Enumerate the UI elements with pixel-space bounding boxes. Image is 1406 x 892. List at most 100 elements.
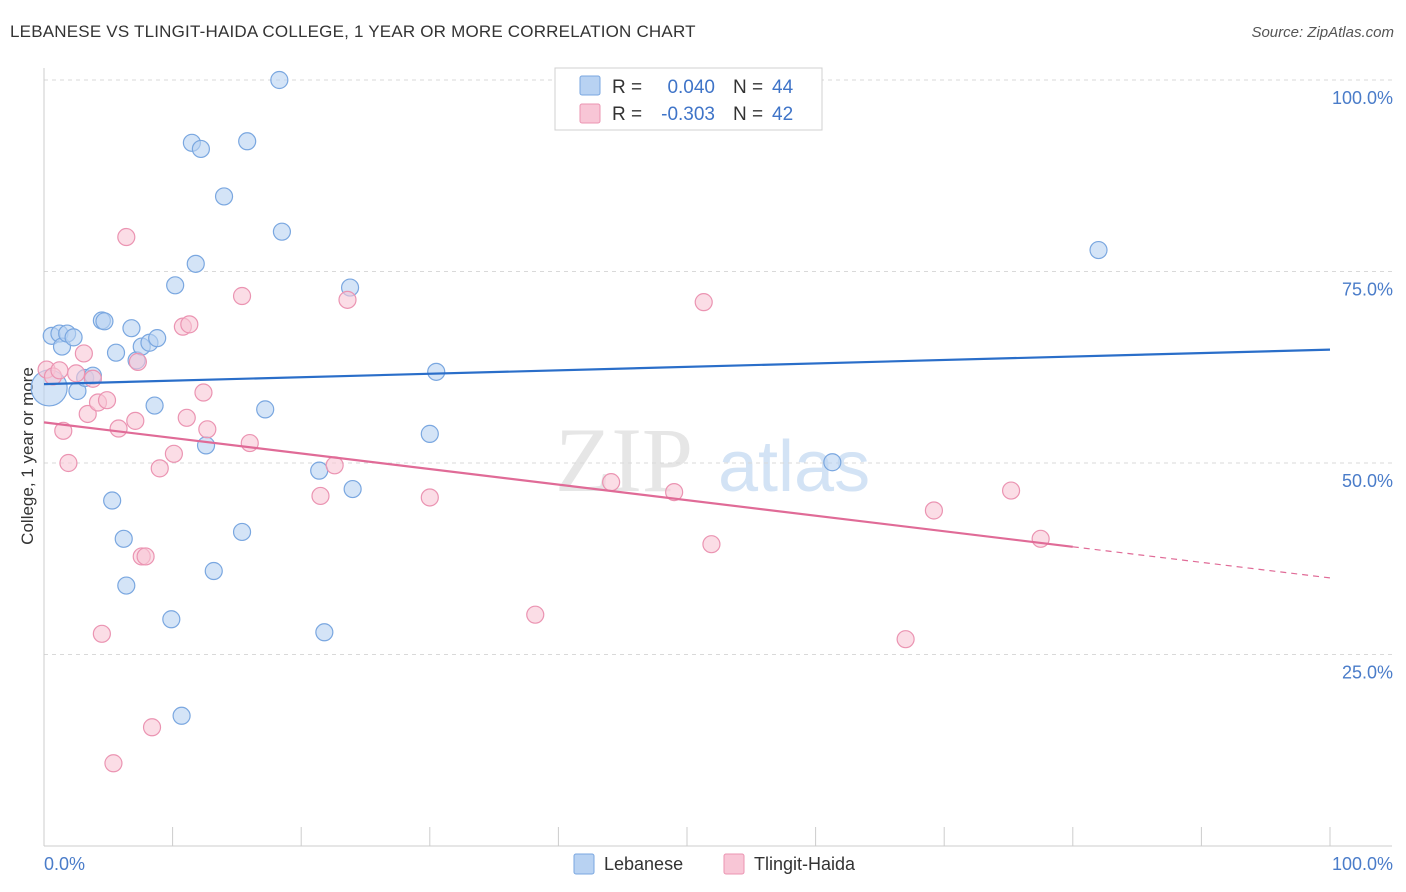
- lebanese-point: [315, 623, 334, 642]
- lebanese-point: [270, 70, 289, 90]
- y-tick-label-25: 25.0%: [1342, 663, 1393, 683]
- lebanese-point: [162, 610, 181, 629]
- tlingit-haida-point: [59, 453, 78, 473]
- legend-swatch-lebanese: [579, 75, 601, 96]
- y-tick-label-50: 50.0%: [1342, 471, 1393, 491]
- tlingit-haida-point: [164, 444, 183, 463]
- legend-r-label-lebanese: R =: [612, 77, 642, 98]
- tlingit-haida-point: [702, 535, 721, 554]
- legend-r-label-tlingit-haida: R =: [612, 104, 642, 125]
- legend-swatch-tlingit-haida: [579, 103, 601, 124]
- trend-lines: [43, 348, 1331, 579]
- lebanese-point: [214, 187, 234, 206]
- legend-n-label-lebanese: N =: [733, 77, 763, 98]
- lebanese-point: [145, 396, 164, 415]
- lebanese-point: [196, 436, 216, 455]
- tlingit-haida-point: [180, 315, 199, 334]
- tlingit-haida-point: [117, 227, 136, 247]
- lebanese-point: [103, 491, 122, 510]
- tlingit-haida-point: [128, 352, 147, 371]
- lebanese-point: [191, 139, 210, 159]
- lebanese-point: [310, 461, 329, 480]
- chart-title: LEBANESE VS TLINGIT-HAIDA COLLEGE, 1 YEA…: [10, 22, 696, 41]
- series-legend-swatch-tlingit-haida: [723, 853, 745, 875]
- lebanese-point: [420, 424, 439, 443]
- lebanese-point: [172, 706, 191, 725]
- tlingit-haida-point: [150, 459, 169, 478]
- tlingit-haida-point: [83, 369, 102, 388]
- lebanese-point: [427, 362, 446, 381]
- tlingit-haida-point: [177, 408, 196, 427]
- lebanese-point: [238, 132, 257, 151]
- lebanese-point: [148, 329, 167, 348]
- lebanese-trend-line: [43, 348, 1331, 386]
- y-tick-label-75: 75.0%: [1342, 280, 1393, 300]
- gridlines: [44, 79, 1392, 655]
- x-axis-ticks: [172, 827, 1331, 846]
- legend-r-value-lebanese: 0.040: [667, 77, 715, 98]
- lebanese-point: [166, 276, 185, 295]
- tlingit-haida-point: [311, 486, 330, 506]
- correlation-legend: R = 0.040 N = 44 R = -0.303 N = 42: [554, 67, 823, 131]
- watermark-atlas: atlas: [718, 427, 870, 507]
- lebanese-point: [204, 561, 223, 581]
- tlingit-haida-point: [526, 605, 545, 624]
- tlingit-haida-point: [78, 404, 97, 424]
- tlingit-haida-point: [50, 361, 69, 380]
- lebanese-point: [106, 343, 126, 362]
- lebanese-point: [64, 328, 83, 347]
- tlingit-haida-point: [92, 624, 111, 643]
- lebanese-point: [95, 312, 114, 331]
- tlingit-haida-point: [67, 364, 86, 383]
- tlingit-haida-point: [142, 718, 162, 737]
- tlingit-haida-point: [896, 630, 915, 649]
- series-legend: Lebanese Tlingit-Haida: [573, 853, 856, 875]
- tlingit-haida-trend-line-extension: [1072, 546, 1331, 579]
- tlingit-haida-point: [194, 383, 213, 402]
- tlingit-haida-point: [54, 421, 73, 440]
- tlingit-haida-points: [37, 227, 1050, 773]
- series-legend-label-tlingit-haida: Tlingit-Haida: [754, 854, 856, 874]
- lebanese-point: [186, 254, 205, 273]
- tlingit-haida-point: [338, 290, 357, 309]
- tlingit-haida-trend-line: [43, 421, 1073, 548]
- lebanese-point: [1089, 240, 1108, 260]
- series-legend-label-lebanese: Lebanese: [604, 854, 683, 874]
- x-tick-label-min: 0.0%: [44, 854, 85, 874]
- lebanese-point: [232, 522, 252, 542]
- tlingit-haida-point: [924, 501, 944, 520]
- lebanese-point: [272, 222, 292, 241]
- y-tick-label-100: 100.0%: [1332, 88, 1393, 108]
- tlingit-haida-point: [97, 391, 117, 410]
- tlingit-haida-point: [1031, 529, 1050, 548]
- lebanese-point: [117, 576, 136, 595]
- tlingit-haida-point: [602, 473, 621, 492]
- x-tick-label-max: 100.0%: [1332, 854, 1393, 874]
- legend-r-value-tlingit-haida: -0.303: [661, 104, 715, 125]
- tlingit-haida-point: [420, 488, 439, 507]
- tlingit-haida-point: [109, 419, 128, 438]
- legend-n-label-tlingit-haida: N =: [733, 104, 763, 125]
- y-axis-title: College, 1 year or more: [18, 367, 37, 545]
- tlingit-haida-point: [665, 483, 684, 502]
- tlingit-haida-point: [136, 547, 155, 566]
- tlingit-haida-point: [1001, 481, 1021, 500]
- source-credit: Source: ZipAtlas.com: [1251, 24, 1394, 41]
- lebanese-points: [30, 70, 1108, 725]
- tlingit-haida-point: [126, 411, 145, 430]
- lebanese-point: [122, 319, 141, 338]
- tlingit-haida-point: [74, 344, 93, 363]
- y-tick-labels: 25.0% 50.0% 75.0% 100.0%: [1332, 88, 1393, 683]
- tlingit-haida-point: [694, 293, 713, 312]
- series-legend-swatch-lebanese: [573, 853, 595, 875]
- lebanese-point: [823, 453, 842, 472]
- lebanese-point: [256, 400, 275, 419]
- tlingit-haida-point: [232, 286, 252, 306]
- tlingit-haida-point: [198, 420, 217, 439]
- tlingit-haida-point: [104, 754, 123, 773]
- legend-n-value-tlingit-haida: 42: [772, 104, 793, 125]
- lebanese-point: [114, 529, 133, 548]
- lebanese-point: [343, 479, 362, 499]
- legend-n-value-lebanese: 44: [772, 77, 794, 98]
